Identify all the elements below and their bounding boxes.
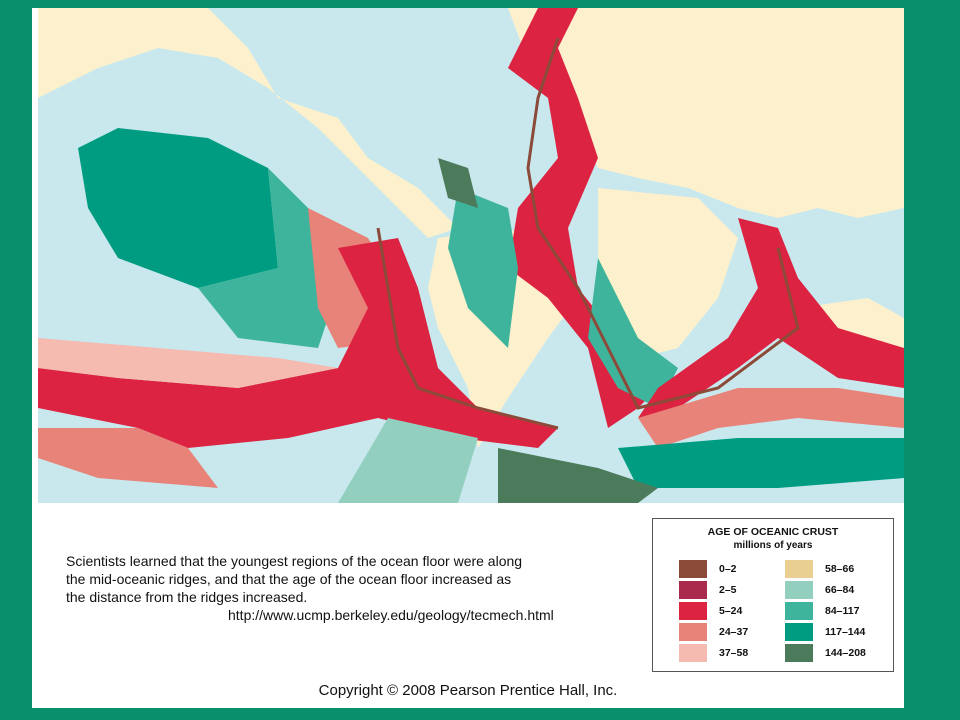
legend-label: 58–66 [825,563,855,575]
legend-label: 144–208 [825,647,866,659]
caption-line: Scientists learned that the youngest reg… [66,553,523,569]
source-url: http://www.ucmp.berkeley.edu/geology/tec… [228,607,554,623]
legend-title: AGE OF OCEANIC CRUST [707,526,839,538]
legend-label: 117–144 [825,626,866,638]
legend-label: 0–2 [719,563,737,575]
legend-label: 66–84 [825,584,855,596]
caption-line: the mid-oceanic ridges, and that the age… [66,571,512,587]
legend-label: 2–5 [719,584,737,596]
legend-swatch [785,581,813,599]
legend-label: 84–117 [825,605,860,617]
legend-label: 24–37 [719,626,749,638]
legend-swatch [679,560,707,578]
legend-swatch [785,560,813,578]
legend-swatch [785,644,813,662]
legend-swatch [785,602,813,620]
legend-swatch [785,623,813,641]
copyright: Copyright © 2008 Pearson Prentice Hall, … [318,682,618,699]
legend-label: 37–58 [719,647,749,659]
caption-line: the distance from the ridges increased. [66,589,308,605]
legend: AGE OF OCEANIC CRUST millions of years 0… [652,518,894,672]
legend-swatch [679,644,707,662]
legend-swatch [679,623,707,641]
legend-subtitle: millions of years [733,540,813,551]
ocean-age-map [38,8,904,503]
legend-label: 5–24 [719,605,743,617]
legend-swatch [679,602,707,620]
legend-swatch [679,581,707,599]
